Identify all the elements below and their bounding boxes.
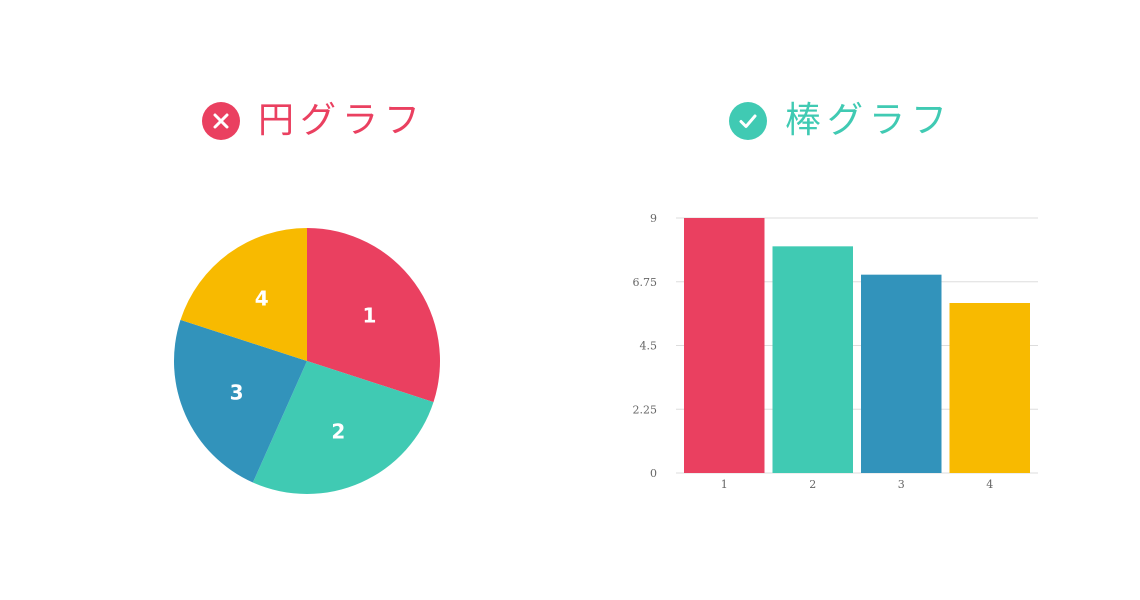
x-tick-label: 3	[898, 478, 905, 491]
x-tick-label: 1	[721, 478, 728, 491]
bar-2	[772, 246, 853, 473]
bar-chart-title: 棒グラフ	[785, 100, 954, 141]
pie-slice-2	[252, 361, 434, 495]
pie-data-label: 4	[255, 287, 269, 311]
close-icon	[202, 102, 240, 140]
y-tick-label: 2.25	[633, 403, 658, 416]
bar-3	[861, 274, 942, 473]
check-icon	[729, 102, 767, 140]
bar-chart-heading: 棒グラフ	[729, 101, 953, 141]
pie-chart: 1 2 3 4	[174, 228, 440, 495]
pie-chart-heading: 円グラフ	[202, 101, 426, 141]
y-tick-label: 0	[650, 467, 657, 480]
pie-chart-title: 円グラフ	[258, 100, 427, 141]
pie-slice-3	[174, 319, 307, 483]
pie-slice-1	[307, 228, 440, 403]
x-tick-label: 2	[809, 478, 816, 491]
y-tick-label: 9	[650, 212, 657, 225]
bar-4	[949, 303, 1030, 473]
y-tick-label: 4.5	[640, 340, 658, 353]
bar-1	[684, 218, 765, 473]
pie-slice-4	[180, 228, 307, 361]
y-tick-label: 6.75	[633, 276, 658, 289]
pie-data-label: 1	[362, 304, 376, 328]
bar-chart: 0 2.25 4.5 6.75 9 1 2 3 4	[633, 212, 1038, 491]
pie-data-label: 3	[230, 380, 244, 404]
pie-data-label: 2	[331, 419, 345, 443]
x-tick-label: 4	[986, 478, 993, 491]
